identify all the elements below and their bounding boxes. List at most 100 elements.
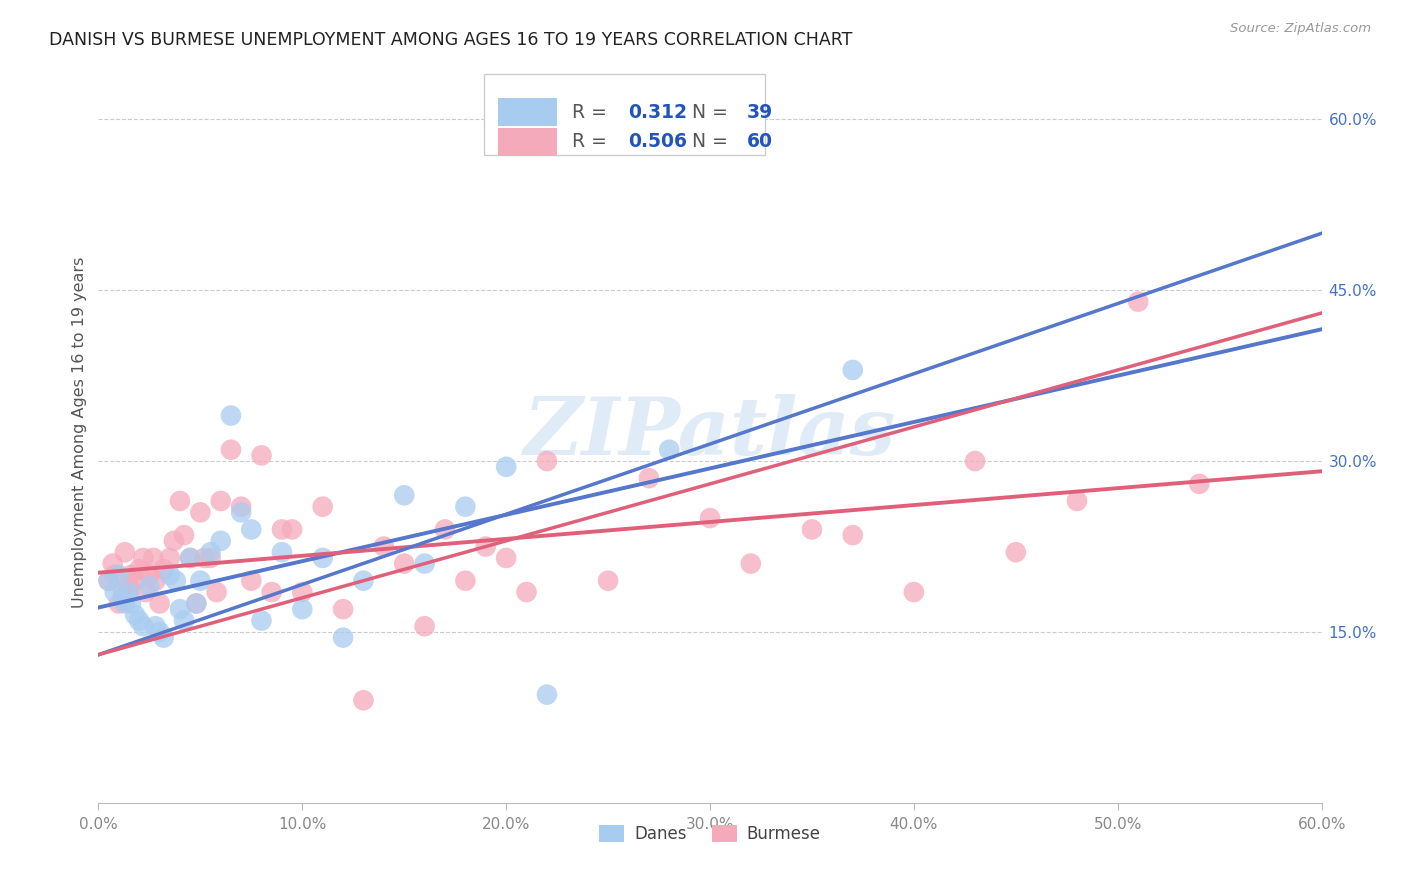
- Point: [169, 494, 191, 508]
- Point: [413, 619, 436, 633]
- Point: [231, 500, 253, 514]
- Text: DANISH VS BURMESE UNEMPLOYMENT AMONG AGES 16 TO 19 YEARS CORRELATION CHART: DANISH VS BURMESE UNEMPLOYMENT AMONG AGE…: [49, 31, 852, 49]
- Point: [260, 585, 283, 599]
- Point: [1004, 545, 1026, 559]
- FancyBboxPatch shape: [498, 98, 557, 126]
- Point: [200, 550, 222, 565]
- Point: [188, 505, 212, 519]
- Point: [598, 574, 620, 588]
- Point: [637, 471, 661, 485]
- Point: [97, 574, 120, 588]
- Point: [138, 568, 160, 582]
- Text: N =: N =: [692, 132, 734, 151]
- Point: [120, 597, 142, 611]
- Point: [128, 614, 150, 628]
- Point: [101, 557, 124, 571]
- Point: [536, 688, 558, 702]
- Point: [495, 459, 517, 474]
- Point: [474, 540, 498, 554]
- Point: [193, 550, 215, 565]
- Point: [152, 562, 174, 576]
- Point: [132, 550, 155, 565]
- Point: [250, 614, 273, 628]
- Point: [179, 550, 201, 565]
- Point: [740, 557, 762, 571]
- Point: [281, 523, 304, 537]
- Point: [1066, 494, 1088, 508]
- Point: [841, 528, 863, 542]
- FancyBboxPatch shape: [484, 73, 765, 155]
- Point: [219, 409, 242, 423]
- Point: [152, 631, 174, 645]
- Point: [179, 550, 201, 565]
- Text: 0.506: 0.506: [628, 132, 688, 151]
- Point: [209, 533, 232, 548]
- Text: Source: ZipAtlas.com: Source: ZipAtlas.com: [1230, 22, 1371, 36]
- Point: [209, 494, 232, 508]
- Point: [658, 442, 681, 457]
- Text: 39: 39: [747, 103, 773, 121]
- Point: [165, 574, 187, 588]
- Text: 0.312: 0.312: [628, 103, 688, 121]
- Point: [132, 619, 155, 633]
- Point: [159, 568, 181, 582]
- Point: [312, 550, 335, 565]
- Point: [104, 585, 127, 599]
- Point: [413, 557, 436, 571]
- Text: ZIPatlas: ZIPatlas: [524, 394, 896, 471]
- Point: [495, 550, 517, 565]
- Point: [142, 550, 165, 565]
- Point: [120, 568, 142, 582]
- Point: [108, 568, 131, 582]
- Point: [392, 488, 416, 502]
- Point: [536, 454, 558, 468]
- Point: [240, 523, 263, 537]
- Point: [270, 523, 294, 537]
- Point: [111, 591, 134, 605]
- Point: [124, 574, 146, 588]
- Point: [903, 585, 925, 599]
- Text: R =: R =: [572, 132, 613, 151]
- Point: [352, 574, 374, 588]
- Point: [291, 585, 314, 599]
- Point: [108, 597, 131, 611]
- Point: [173, 528, 195, 542]
- Point: [114, 597, 136, 611]
- Point: [124, 607, 146, 622]
- Point: [312, 500, 335, 514]
- Point: [134, 585, 156, 599]
- Point: [138, 579, 160, 593]
- Point: [1188, 476, 1211, 491]
- Point: [240, 574, 263, 588]
- Point: [219, 442, 242, 457]
- Point: [200, 545, 222, 559]
- Point: [145, 619, 167, 633]
- Point: [291, 602, 314, 616]
- Point: [169, 602, 191, 616]
- Point: [332, 602, 354, 616]
- Point: [965, 454, 987, 468]
- Point: [111, 585, 134, 599]
- Point: [188, 574, 212, 588]
- Point: [352, 693, 374, 707]
- Text: N =: N =: [692, 103, 734, 121]
- Point: [332, 631, 354, 645]
- Legend: Danes, Burmese: Danes, Burmese: [592, 819, 828, 850]
- Text: 60: 60: [747, 132, 773, 151]
- Point: [516, 585, 538, 599]
- Point: [250, 449, 273, 463]
- Point: [128, 562, 150, 576]
- Point: [1128, 294, 1150, 309]
- Point: [114, 545, 136, 559]
- Point: [392, 557, 416, 571]
- Point: [163, 533, 186, 548]
- Point: [97, 574, 120, 588]
- Point: [373, 540, 395, 554]
- Point: [149, 624, 172, 639]
- Point: [149, 597, 172, 611]
- Point: [186, 597, 208, 611]
- Point: [231, 505, 253, 519]
- Point: [699, 511, 721, 525]
- Point: [118, 585, 141, 599]
- Point: [454, 500, 477, 514]
